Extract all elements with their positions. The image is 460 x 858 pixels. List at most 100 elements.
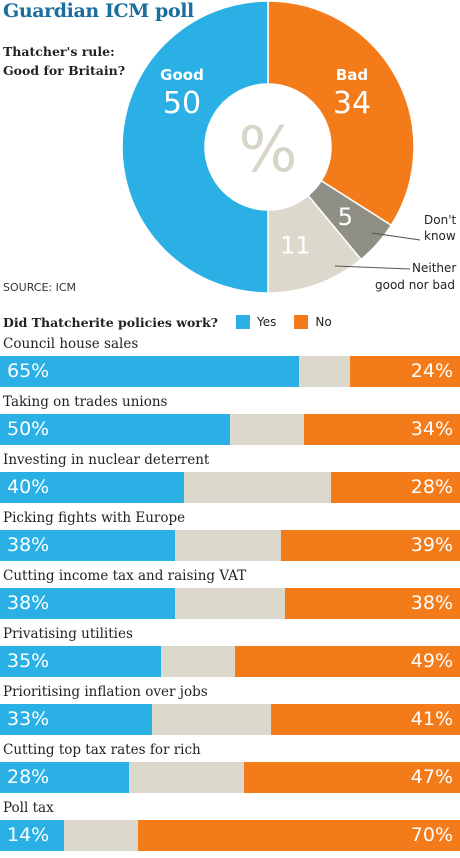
bar-segment-other [299, 356, 350, 387]
bar-segment-no [280, 530, 460, 561]
bar-value-yes: 35% [7, 650, 50, 672]
stacked-bar: 38% 39% [0, 530, 460, 561]
callout-dont-know-line1: Don't [424, 213, 456, 227]
bar-segment-no [349, 356, 460, 387]
bar-value-yes: 38% [7, 534, 50, 556]
bar-segment-no [331, 472, 460, 503]
pie-value-bad: 34 [333, 86, 371, 121]
bar-row: Poll tax 14% 70% [0, 800, 460, 858]
bar-segment-no [243, 762, 460, 793]
pie-question-line1: Thatcher's rule: [3, 44, 115, 59]
bar-value-no: 49% [410, 650, 453, 672]
bar-segment-yes [0, 762, 129, 793]
bar-row: Prioritising inflation over jobs 33% 41% [0, 684, 460, 742]
donut-chart: % Good 50 Bad 34 5 11 Don't know Neither good nor … [121, 0, 456, 294]
bar-value-no: 38% [410, 592, 453, 614]
bar-value-no: 47% [410, 766, 453, 788]
bar-segment-other [128, 762, 244, 793]
bar-value-yes: 40% [7, 476, 50, 498]
bar-value-no: 28% [410, 476, 453, 498]
bar-segment-no [285, 588, 460, 619]
bar-segment-yes [0, 414, 230, 445]
bar-value-yes: 28% [7, 766, 50, 788]
stacked-bar: 50% 34% [0, 414, 460, 445]
bar-segment-yes [0, 646, 161, 677]
bar-segment-yes [0, 704, 152, 735]
source-note: SOURCE: ICM [3, 281, 77, 294]
stacked-bar: 65% 24% [0, 356, 460, 387]
bar-segment-other [151, 704, 272, 735]
bar-segment-other [174, 530, 281, 561]
bar-segment-other [184, 472, 332, 503]
bar-value-no: 34% [410, 418, 453, 440]
pie-question: Thatcher's rule: Good for Britain? [3, 42, 125, 80]
bar-category-label: Taking on trades unions [3, 394, 168, 410]
bar-chart-question: Did Thatcherite policies work? [3, 314, 218, 330]
bar-segment-other [64, 820, 138, 851]
bar-value-no: 70% [410, 824, 453, 846]
callout-neither-line2: good nor bad [375, 278, 455, 292]
bar-segment-yes [0, 530, 175, 561]
bar-segment-other [174, 588, 286, 619]
bar-row: Cutting income tax and raising VAT 38% 38% [0, 568, 460, 626]
bar-category-label: Prioritising inflation over jobs [3, 684, 208, 700]
bar-value-no: 24% [410, 360, 453, 382]
callout-dont-know-line2: know [424, 229, 456, 243]
pie-question-line2: Good for Britain? [3, 63, 126, 78]
leader-line-dont-know [371, 232, 421, 241]
bar-category-label: Investing in nuclear deterrent [3, 452, 210, 468]
pie-value-neither: 11 [280, 231, 311, 259]
chart-title: Guardian ICM poll [3, 0, 194, 22]
legend-label-yes: Yes [256, 315, 277, 329]
stacked-bar: 33% 41% [0, 704, 460, 735]
stacked-bar: 38% 38% [0, 588, 460, 619]
stacked-bar: 35% 49% [0, 646, 460, 677]
bar-value-yes: 65% [7, 360, 50, 382]
pie-center-label: % [239, 113, 298, 186]
bar-segment-yes [0, 588, 175, 619]
pie-slice-good [121, 0, 269, 294]
bar-segment-yes [0, 820, 65, 851]
bar-segment-no [271, 704, 460, 735]
pie-value-dont-know: 5 [338, 203, 353, 231]
stacked-bar: 40% 28% [0, 472, 460, 503]
pie-slice-bad [267, 0, 415, 227]
bar-category-label: Cutting top tax rates for rich [3, 742, 201, 758]
legend-swatch-no [294, 315, 309, 329]
bar-segment-no [303, 414, 460, 445]
bar-segment-other [230, 414, 304, 445]
bar-segment-other [161, 646, 235, 677]
bar-value-yes: 33% [7, 708, 50, 730]
legend-swatch-yes [235, 315, 250, 329]
pie-label-bad: Bad [336, 66, 368, 84]
stacked-bar: 14% 70% [0, 820, 460, 851]
leader-line-neither [334, 265, 411, 270]
bar-row: Investing in nuclear deterrent 40% 28% [0, 452, 460, 510]
bar-row: Privatising utilities 35% 49% [0, 626, 460, 684]
bar-segment-no [234, 646, 460, 677]
bar-segment-yes [0, 356, 299, 387]
bar-row: Taking on trades unions 50% 34% [0, 394, 460, 452]
bar-value-no: 41% [410, 708, 453, 730]
stacked-bar: 28% 47% [0, 762, 460, 793]
bar-value-yes: 38% [7, 592, 50, 614]
bar-segment-yes [0, 472, 184, 503]
pie-value-good: 50 [163, 86, 201, 121]
bar-category-label: Poll tax [3, 800, 54, 816]
bar-category-label: Council house sales [3, 336, 139, 352]
legend-label-no: No [315, 315, 332, 329]
bar-value-yes: 50% [7, 418, 50, 440]
bar-value-yes: 14% [7, 824, 50, 846]
bar-row: Picking fights with Europe 38% 39% [0, 510, 460, 568]
pie-label-good: Good [160, 66, 204, 84]
bar-row: Council house sales 65% 24% [0, 336, 460, 394]
bar-value-no: 39% [410, 534, 453, 556]
bar-category-label: Picking fights with Europe [3, 510, 186, 526]
callout-neither-line1: Neither [412, 261, 456, 275]
bar-category-label: Privatising utilities [3, 626, 133, 642]
bar-row: Cutting top tax rates for rich 28% 47% [0, 742, 460, 800]
bar-legend: Did Thatcherite policies work? Yes No [3, 313, 332, 331]
stacked-bar-chart: Council house sales 65% 24% Taking on trade… [0, 336, 460, 858]
bar-category-label: Cutting income tax and raising VAT [3, 568, 247, 584]
bar-segment-no [138, 820, 460, 851]
